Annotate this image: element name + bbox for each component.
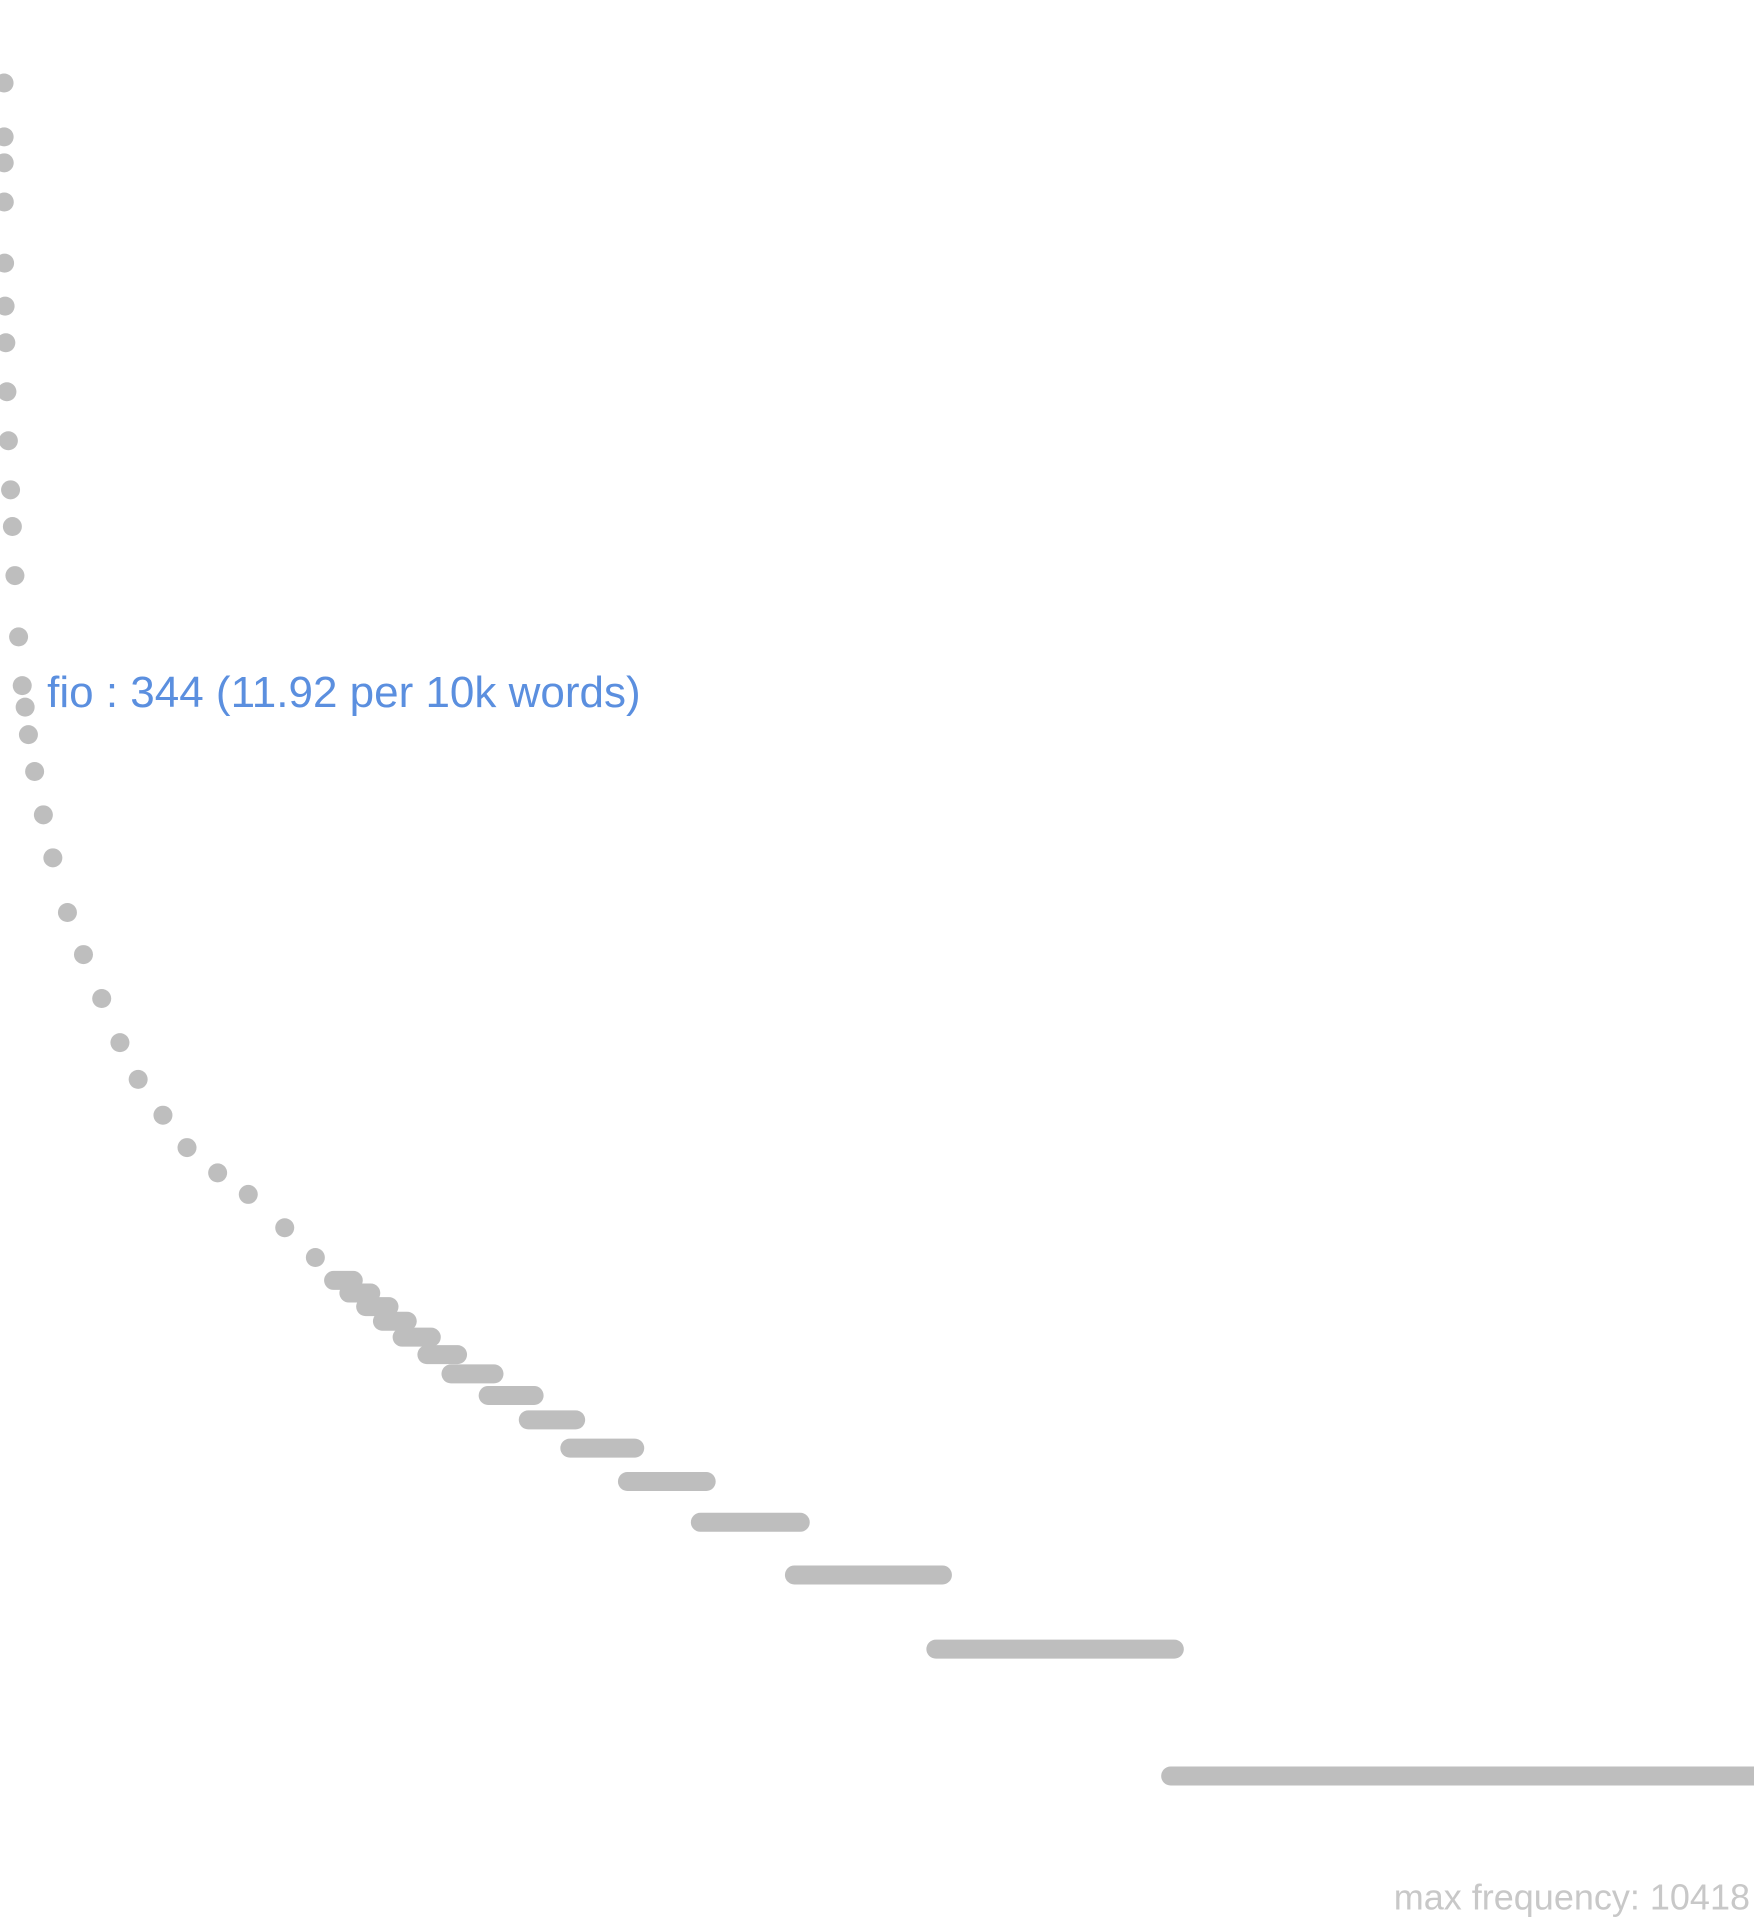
word-point bbox=[0, 192, 14, 212]
word-point bbox=[2, 517, 22, 537]
word-point bbox=[275, 1218, 295, 1238]
word-point bbox=[0, 296, 15, 316]
word-point bbox=[43, 848, 63, 868]
word-point bbox=[1, 480, 21, 500]
word-point bbox=[18, 725, 38, 745]
word-point bbox=[0, 127, 14, 147]
word-point bbox=[0, 382, 17, 402]
word-annotation: fio : 344 (11.92 per 10k words) bbox=[47, 668, 641, 717]
max-frequency-label: max frequency: 10418 bbox=[1394, 1877, 1750, 1918]
word-point bbox=[128, 1069, 148, 1089]
word-point bbox=[57, 903, 77, 923]
word-point bbox=[15, 697, 35, 717]
word-point bbox=[12, 676, 32, 696]
word-point bbox=[153, 1105, 173, 1125]
word-point bbox=[33, 805, 53, 825]
word-point bbox=[25, 762, 45, 782]
word-point bbox=[208, 1163, 228, 1183]
word-point bbox=[238, 1184, 258, 1204]
word-point bbox=[92, 989, 112, 1009]
word-point bbox=[0, 431, 18, 451]
word-point bbox=[73, 945, 93, 965]
word-point bbox=[0, 153, 14, 173]
word-point bbox=[110, 1033, 130, 1053]
word-point bbox=[305, 1248, 325, 1268]
word-point bbox=[0, 73, 14, 93]
word-point bbox=[9, 627, 29, 647]
word-point bbox=[5, 566, 25, 586]
word-point bbox=[0, 253, 15, 273]
word-point bbox=[0, 333, 16, 353]
word-point bbox=[177, 1138, 197, 1158]
